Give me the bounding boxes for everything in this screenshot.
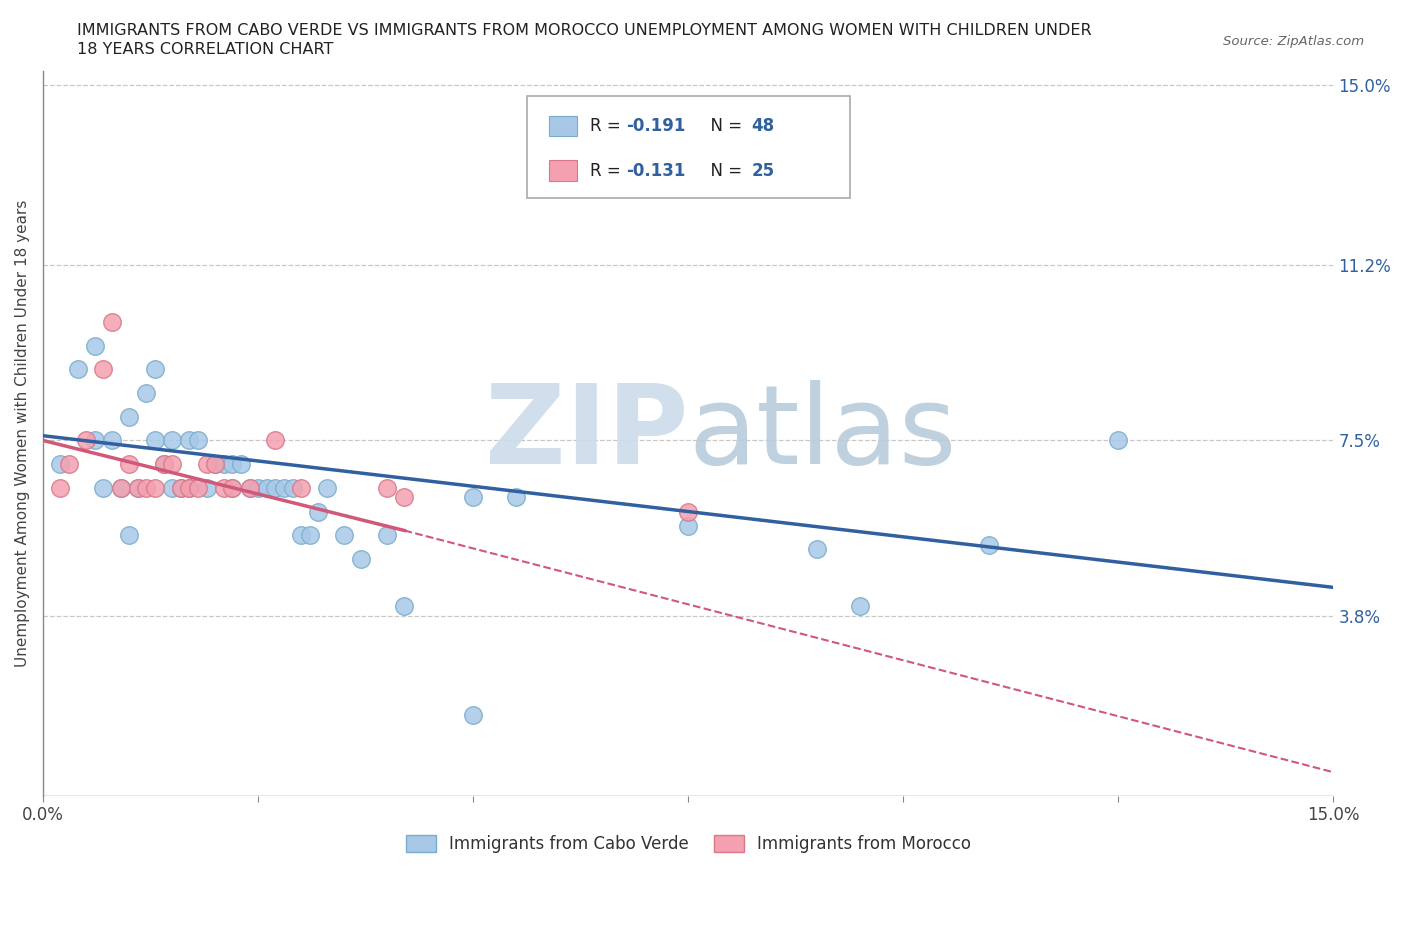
Text: N =: N = (700, 162, 747, 179)
Point (221, 481, 243, 496)
Point (195, 481, 218, 496)
Text: atlas: atlas (689, 379, 957, 487)
Text: IMMIGRANTS FROM CABO VERDE VS IMMIGRANTS FROM MOROCCO UNEMPLOYMENT AMONG WOMEN W: IMMIGRANTS FROM CABO VERDE VS IMMIGRANTS… (77, 23, 1092, 38)
Bar (548, 160, 578, 180)
Point (979, 538, 1001, 552)
Point (66, 362, 89, 377)
Text: ZIP: ZIP (485, 379, 689, 487)
Point (463, 708, 485, 723)
Point (49, 457, 72, 472)
Point (179, 433, 201, 448)
Point (264, 481, 287, 496)
Point (212, 457, 235, 472)
Point (264, 433, 287, 448)
Point (152, 457, 174, 472)
Point (273, 481, 295, 496)
Point (239, 481, 262, 496)
Point (101, 314, 124, 329)
Point (83, 339, 105, 353)
Point (212, 481, 235, 496)
Text: 25: 25 (752, 162, 775, 179)
Point (110, 481, 132, 496)
Point (110, 481, 132, 496)
Text: N =: N = (700, 117, 747, 135)
Point (135, 386, 157, 401)
Point (179, 481, 201, 496)
Point (221, 481, 243, 496)
Point (290, 528, 312, 543)
Point (75, 433, 97, 448)
Point (127, 481, 149, 496)
Point (204, 457, 226, 472)
Point (394, 490, 416, 505)
Point (350, 551, 373, 566)
Point (93, 481, 115, 496)
Point (160, 433, 183, 448)
Text: Source: ZipAtlas.com: Source: ZipAtlas.com (1223, 35, 1364, 48)
Point (505, 490, 527, 505)
Point (187, 481, 209, 496)
Point (806, 542, 828, 557)
Point (187, 433, 209, 448)
Point (849, 599, 872, 614)
Point (394, 599, 416, 614)
Point (333, 528, 356, 543)
Point (307, 504, 329, 519)
Point (316, 481, 339, 496)
Y-axis label: Unemployment Among Women with Children Under 18 years: Unemployment Among Women with Children U… (15, 200, 30, 667)
Point (170, 481, 193, 496)
Point (229, 457, 252, 472)
Point (290, 481, 312, 496)
Text: -0.191: -0.191 (626, 117, 686, 135)
Point (58, 457, 80, 472)
Text: R =: R = (591, 162, 626, 179)
Point (375, 481, 398, 496)
Point (152, 457, 174, 472)
Point (170, 481, 193, 496)
Legend: Immigrants from Cabo Verde, Immigrants from Morocco: Immigrants from Cabo Verde, Immigrants f… (399, 829, 977, 860)
Text: 18 YEARS CORRELATION CHART: 18 YEARS CORRELATION CHART (77, 42, 333, 57)
Text: 48: 48 (752, 117, 775, 135)
Text: R =: R = (591, 117, 626, 135)
Point (118, 528, 141, 543)
Point (101, 433, 124, 448)
Point (143, 433, 166, 448)
Point (135, 481, 157, 496)
Point (239, 481, 262, 496)
Point (298, 528, 321, 543)
FancyBboxPatch shape (527, 96, 849, 198)
Point (49, 481, 72, 496)
Point (281, 481, 304, 496)
Bar (548, 116, 578, 137)
Point (179, 481, 201, 496)
Point (160, 457, 183, 472)
Point (83, 433, 105, 448)
Point (204, 457, 226, 472)
Point (463, 490, 485, 505)
Point (143, 362, 166, 377)
Point (127, 481, 149, 496)
Point (195, 457, 218, 472)
Point (143, 481, 166, 496)
Point (93, 362, 115, 377)
Point (118, 409, 141, 424)
Point (160, 481, 183, 496)
Point (1107, 433, 1129, 448)
Text: -0.131: -0.131 (626, 162, 686, 179)
Point (678, 518, 700, 533)
Point (118, 457, 141, 472)
Point (221, 457, 243, 472)
Point (375, 528, 398, 543)
Point (256, 481, 278, 496)
Point (678, 504, 700, 519)
Point (247, 481, 270, 496)
